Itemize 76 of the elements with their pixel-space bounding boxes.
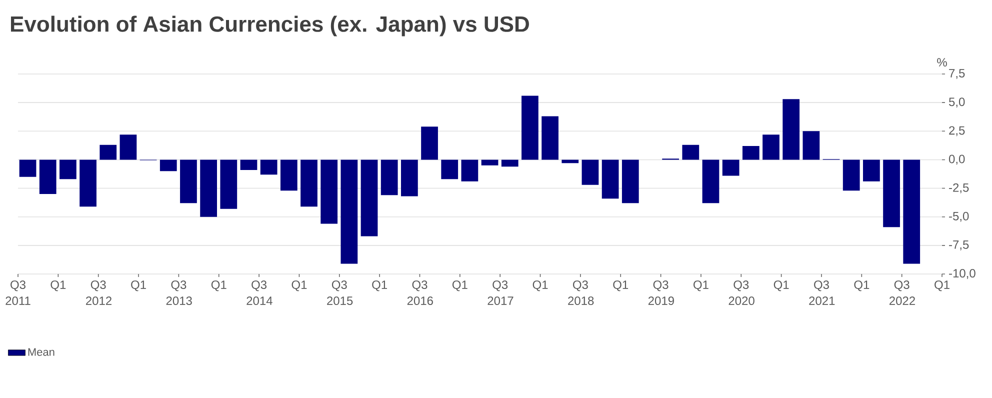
y-axis-title: % <box>937 58 947 66</box>
bar <box>360 160 378 236</box>
chart-title: Evolution of Asian Currencies (ex. Japan) vs USD <box>10 16 529 36</box>
x-tick-label: Q1 <box>292 280 307 292</box>
y-tick-label: 0,0 <box>948 154 965 165</box>
bar <box>501 160 518 167</box>
x-tick-label: Q1 <box>50 280 66 292</box>
bar <box>622 160 639 204</box>
bar <box>762 134 780 160</box>
x-tick-label: Q1 <box>613 280 628 292</box>
bar <box>120 134 137 160</box>
bar <box>380 160 398 196</box>
x-tick-label: Q3 2016 <box>407 280 433 306</box>
bar <box>441 160 458 180</box>
bar <box>300 160 318 207</box>
bar <box>722 160 740 176</box>
bar <box>802 131 820 160</box>
y-tick-label: -10,0 <box>949 269 976 279</box>
x-tick-label: Q3 2021 <box>809 280 835 306</box>
legend-label: Mean <box>28 348 54 356</box>
bar <box>782 99 800 160</box>
bar <box>421 126 438 160</box>
x-tick-label: Q1 <box>372 280 387 292</box>
x-tick-label: Q1 <box>452 280 468 292</box>
x-tick-label: Q1 <box>694 280 708 292</box>
x-tick-label: Q3 2013 <box>166 280 192 306</box>
bar <box>903 160 920 264</box>
x-tick-label: Q1 <box>774 280 789 292</box>
bar <box>100 144 117 160</box>
bar <box>200 160 217 217</box>
bar <box>320 160 338 224</box>
x-tick-label: Q3 2011 <box>6 280 30 306</box>
bar <box>400 160 418 196</box>
x-tick-label: Q1 <box>532 280 548 292</box>
x-tick-label: Q3 2015 <box>327 280 353 306</box>
bar <box>702 160 720 204</box>
x-tick-label: Q1 <box>131 280 146 292</box>
bar <box>602 160 619 199</box>
bar <box>863 160 880 182</box>
x-tick-label: Q1 <box>934 280 950 292</box>
y-tick-label: 2,5 <box>949 126 965 136</box>
y-tick-label: -5,0 <box>949 212 969 222</box>
bar <box>240 160 258 170</box>
bar <box>280 160 298 191</box>
bar <box>260 160 278 175</box>
bar <box>340 160 358 264</box>
x-tick-label: Q3 2017 <box>488 280 514 306</box>
bar <box>220 160 238 209</box>
bar <box>742 146 760 160</box>
x-tick-label: Q3 2020 <box>728 280 754 306</box>
y-tick-label: 5,0 <box>948 98 965 108</box>
bar <box>883 160 900 228</box>
bar <box>542 116 558 160</box>
bar <box>481 160 498 166</box>
bar <box>160 160 177 172</box>
bar <box>582 160 599 185</box>
x-tick-label: Q3 2022 <box>889 280 915 306</box>
bar <box>60 160 76 180</box>
x-tick-label: Q3 2019 <box>648 280 674 306</box>
bar <box>522 96 538 160</box>
x-tick-label: Q3 2018 <box>568 280 594 306</box>
bar <box>461 160 478 182</box>
y-tick-label: 7,5 <box>949 69 965 79</box>
bar <box>682 144 700 160</box>
bar <box>180 160 197 204</box>
x-tick-label: Q1 <box>854 280 870 292</box>
x-tick-label: Q1 <box>211 280 226 292</box>
x-tick-label: Q3 2012 <box>86 280 112 306</box>
bar <box>80 160 96 207</box>
y-tick-label: -2,5 <box>949 183 969 194</box>
x-tick-label: Q3 2014 <box>246 280 272 306</box>
bar <box>19 160 36 177</box>
bar <box>842 160 860 191</box>
bar <box>39 160 56 194</box>
bar <box>562 160 579 164</box>
y-tick-label: -7,5 <box>949 240 969 250</box>
